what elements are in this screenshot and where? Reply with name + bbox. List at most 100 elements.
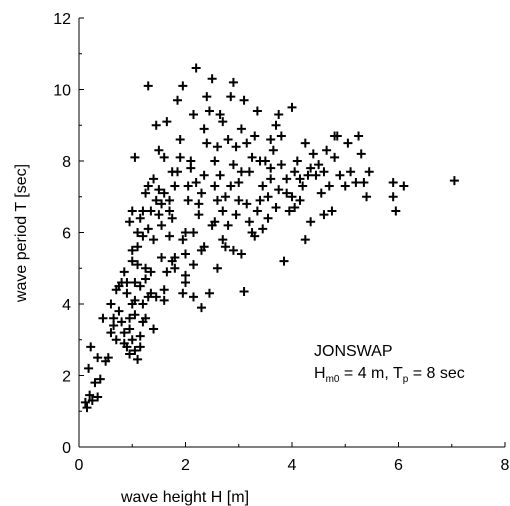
data-point [228, 160, 238, 170]
data-point [143, 181, 153, 191]
data-point [98, 313, 108, 323]
data-point [292, 156, 302, 166]
data-point [191, 177, 201, 187]
data-point [127, 206, 137, 216]
data-point [207, 74, 217, 84]
data-point [80, 397, 90, 407]
data-point [295, 174, 305, 184]
x-tick-label: 0 [75, 457, 84, 474]
data-point [343, 138, 353, 148]
data-point [194, 210, 204, 220]
data-point [255, 156, 265, 166]
data-point [170, 181, 180, 191]
data-point [247, 152, 257, 162]
data-point [103, 353, 113, 363]
data-point [268, 145, 278, 155]
data-point [130, 152, 140, 162]
data-point [266, 135, 276, 145]
data-point [143, 292, 153, 302]
data-point [154, 185, 164, 195]
data-point [244, 217, 254, 227]
data-point [258, 224, 268, 234]
data-point [151, 120, 161, 130]
data-point [159, 188, 169, 198]
data-point [165, 231, 175, 241]
data-point [194, 199, 204, 209]
data-point [290, 167, 300, 177]
data-point [199, 242, 209, 252]
x-tick-label: 8 [501, 457, 510, 474]
data-point [93, 353, 103, 363]
data-point [242, 138, 252, 148]
y-axis-label: wave period T [sec] [13, 164, 30, 303]
data-point [138, 231, 148, 241]
annotation-title: JONSWAP [314, 343, 393, 360]
data-point [165, 195, 175, 205]
data-point [173, 95, 183, 105]
data-point [218, 117, 228, 127]
data-point [181, 228, 190, 237]
data-point [117, 317, 127, 327]
data-point [324, 181, 334, 191]
data-point [162, 117, 172, 127]
y-tick-label: 10 [53, 83, 71, 100]
data-point [271, 202, 281, 212]
x-tick-label: 6 [394, 457, 403, 474]
data-point [319, 167, 329, 177]
data-point [274, 110, 284, 120]
data-point [226, 92, 236, 102]
data-point [130, 278, 140, 288]
data-point [223, 220, 233, 230]
data-point [146, 267, 156, 277]
data-point [263, 213, 273, 223]
data-point [274, 185, 284, 195]
data-point [141, 188, 151, 198]
data-point [135, 331, 145, 341]
data-point [141, 274, 151, 284]
axes [78, 17, 506, 448]
data-point [306, 163, 316, 173]
data-point [159, 285, 169, 295]
data-point [308, 149, 318, 159]
data-point [127, 245, 137, 255]
data-point [284, 206, 294, 216]
data-point [188, 228, 198, 237]
data-point [149, 235, 159, 245]
data-point [85, 390, 95, 400]
data-point [255, 195, 265, 205]
data-point [143, 224, 153, 234]
data-point [298, 181, 308, 191]
data-point [263, 192, 273, 202]
data-point [119, 328, 129, 338]
data-point [114, 281, 124, 291]
data-point [157, 253, 167, 263]
data-point [188, 292, 198, 302]
data-points [80, 63, 459, 413]
data-point [266, 174, 276, 184]
y-tick-label: 4 [62, 297, 71, 314]
data-point [210, 156, 220, 166]
data-point [362, 192, 372, 202]
data-point [93, 392, 103, 402]
data-point [122, 288, 132, 298]
data-point [234, 195, 244, 205]
annotation-params: Hm0 = 4 m, Tp = 8 sec [314, 365, 465, 385]
data-point [170, 263, 180, 273]
data-point [207, 220, 217, 230]
y-tick-label: 2 [62, 369, 71, 386]
data-point [125, 324, 135, 334]
data-point [223, 135, 233, 145]
data-point [279, 256, 289, 266]
data-point [157, 199, 167, 209]
data-point [276, 131, 286, 141]
data-point [154, 145, 164, 155]
data-point [258, 181, 268, 191]
data-point [138, 206, 148, 216]
data-point [133, 260, 143, 270]
data-point [146, 206, 156, 216]
data-point [130, 345, 140, 355]
data-point [300, 138, 310, 148]
tick-labels: 0 2 4 6 8 10 12 0 2 4 6 8 [53, 11, 509, 474]
data-point [354, 131, 364, 141]
